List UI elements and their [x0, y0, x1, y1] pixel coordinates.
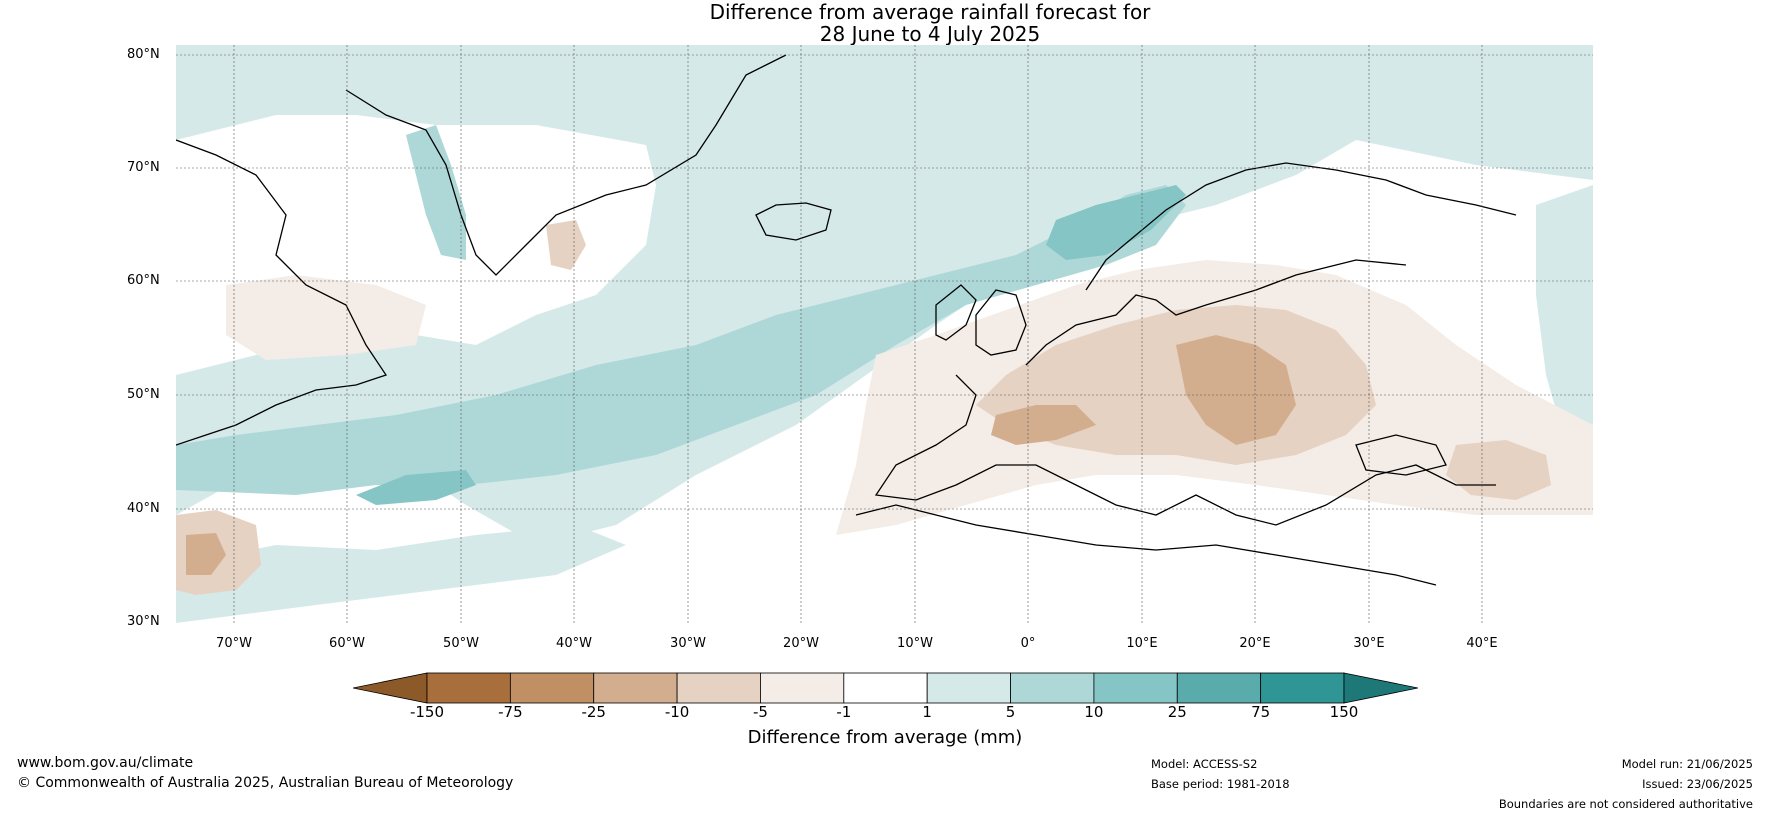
map-title-line-1: Difference from average rainfall forecas… [709, 0, 1151, 24]
legend-boundary-label: -5 [752, 703, 768, 721]
lon-tick-label: 70°W [216, 636, 252, 651]
lon-tick-label: 40°E [1466, 636, 1498, 651]
dry-anomaly-regions [176, 220, 1593, 595]
legend-boundary-label: -150 [409, 703, 445, 721]
footer-disclaimer: Boundaries are not considered authoritat… [1498, 797, 1753, 811]
graticule [176, 45, 1593, 623]
north-africa-coast [855, 504, 1437, 586]
footer-website: www.bom.gov.au/climate [17, 755, 194, 771]
dry-region-central-europe-core [1176, 335, 1296, 445]
wet-region-atlantic-band [176, 185, 1186, 495]
lon-tick-label: 50°W [443, 636, 479, 651]
iceland-coast [755, 202, 832, 241]
wet-anomaly-regions [176, 45, 1593, 623]
lon-tick-label: 40°W [556, 636, 592, 651]
wet-region-norway-core [1046, 185, 1186, 260]
lat-tick-label: 50°N [127, 387, 160, 402]
lon-tick-label: 0° [1020, 636, 1036, 651]
legend-boundary-label: -25 [581, 703, 606, 721]
footer-model: Model: ACCESS-S2 [1151, 757, 1258, 771]
footer-model-run: Model run: 21/06/2025 [1621, 757, 1753, 771]
legend-boundary-label: -1 [836, 703, 852, 721]
lon-tick-label: 30°W [670, 636, 706, 651]
legend-arrow-high [1343, 672, 1419, 704]
legend-swatch [426, 672, 511, 704]
legend-swatch [593, 672, 678, 704]
dry-region-us-east-core [186, 533, 226, 575]
legend-boundary-label: 150 [1329, 703, 1359, 721]
lat-tick-label: 40°N [127, 501, 160, 516]
wet-region-greenland-core [406, 125, 466, 260]
legend-boundary-label: -10 [664, 703, 690, 721]
legend-swatch [1260, 672, 1345, 704]
dry-region-newfoundland [226, 275, 426, 360]
europe-coast [874, 259, 1496, 526]
map-title-line-2: 28 June to 4 July 2025 [819, 22, 1041, 46]
lat-tick-label: 60°N [127, 273, 160, 288]
dry-region-iceland-south [546, 220, 586, 270]
legend-title: Difference from average (mm) [747, 727, 1023, 748]
legend-swatch [1010, 672, 1095, 704]
legend-boundary-label: 25 [1167, 703, 1187, 721]
lon-tick-label: 60°W [329, 636, 365, 651]
legend-colorbar-svg [352, 672, 1419, 704]
lat-tick-label: 70°N [127, 160, 160, 175]
lon-tick-label: 30°E [1353, 636, 1385, 651]
lon-tick-label: 20°W [783, 636, 819, 651]
legend-swatch [1176, 672, 1262, 704]
lat-tick-label: 30°N [127, 614, 160, 629]
norway-coast [1085, 162, 1517, 291]
lon-tick-label: 10°W [897, 636, 933, 651]
legend-boundary-label: 5 [1005, 703, 1016, 721]
british-isles-coast [935, 284, 1027, 356]
legend-swatch [676, 672, 761, 704]
lat-tick-label: 80°N [127, 47, 160, 62]
black-sea-coast [1355, 434, 1447, 476]
legend-swatch [843, 672, 928, 704]
rainfall-anomaly-map [176, 45, 1593, 623]
greenland-coast [345, 54, 787, 276]
map-canvas [176, 45, 1593, 623]
legend-swatch [760, 672, 845, 704]
legend-colorbar [352, 670, 1419, 706]
wet-region-russia-east [1536, 185, 1593, 465]
footer-issued: Issued: 23/06/2025 [1642, 777, 1753, 791]
legend-swatch [509, 672, 595, 704]
footer-copyright: © Commonwealth of Australia 2025, Austra… [17, 775, 514, 791]
legend-boundary-label: 1 [922, 703, 932, 721]
legend-swatch [1093, 672, 1178, 704]
wet-region-core-atlantic [356, 470, 476, 505]
legend-arrow-low [352, 672, 428, 704]
coastlines [176, 54, 1517, 586]
legend-boundary-label: 75 [1251, 703, 1271, 721]
wet-region-subtropical [176, 525, 626, 623]
footer-base-period: Base period: 1981-2018 [1151, 777, 1290, 791]
north-america-coast [176, 139, 388, 446]
lon-tick-label: 10°E [1126, 636, 1158, 651]
legend-boundary-label: -75 [498, 703, 523, 721]
lon-tick-label: 20°E [1239, 636, 1271, 651]
legend-swatch [926, 672, 1011, 704]
dry-region-france-core [991, 405, 1096, 445]
legend-boundary-label: 10 [1084, 703, 1104, 721]
